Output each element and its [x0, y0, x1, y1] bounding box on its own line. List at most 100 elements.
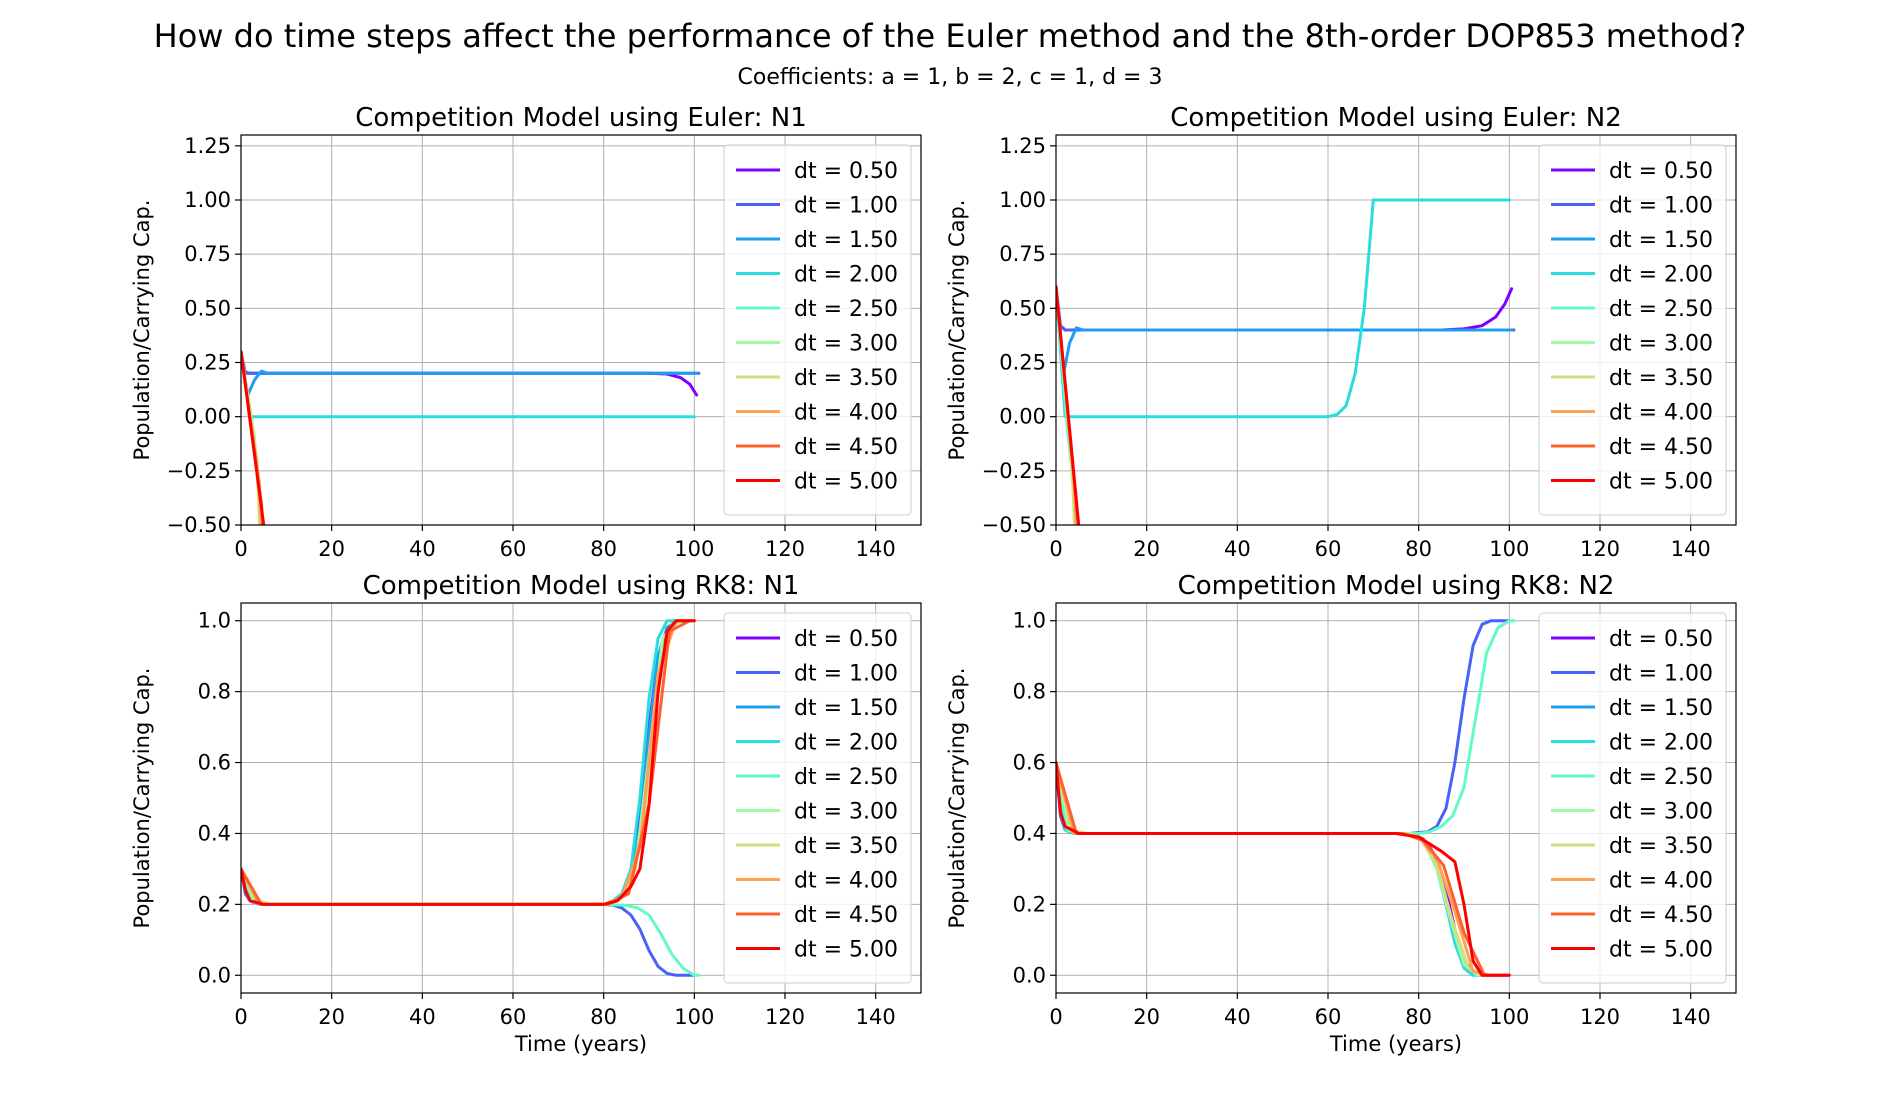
plot-frame — [240, 602, 922, 994]
y-tick-label: 0.8 — [198, 680, 231, 704]
series-line-500 — [1056, 761, 1511, 977]
y-tick-label: 0.75 — [999, 242, 1046, 266]
legend: dt = 0.50 dt = 1.00 dt = 1.50 dt = 2.00 dt =… — [723, 612, 912, 984]
series-lines — [1056, 619, 1516, 977]
legend-label: dt = 4.50 — [1609, 435, 1713, 460]
legend-label: dt = 3.00 — [794, 800, 898, 825]
x-tick-label: 40 — [409, 537, 436, 561]
x-tick-label: 60 — [500, 1005, 527, 1029]
x-tick-label: 60 — [500, 537, 527, 561]
x-tick-label: 0 — [234, 1005, 247, 1029]
x-tick-label: 100 — [1489, 1005, 1529, 1029]
x-tick-label: 80 — [1405, 537, 1432, 561]
subplot-title: Competition Model using Euler: N1 — [355, 103, 807, 133]
legend-label: dt = 1.00 — [794, 194, 898, 219]
legend-label: dt = 5.00 — [794, 470, 898, 495]
legend-label: dt = 2.50 — [794, 765, 898, 790]
y-tick-label: 1.25 — [184, 134, 231, 158]
x-tick-label: 140 — [856, 537, 896, 561]
y-axis-label: Population/Carrying Cap. — [945, 668, 969, 929]
legend-label: dt = 2.50 — [794, 297, 898, 322]
y-tick-label: 0.75 — [184, 242, 231, 266]
x-tick-label: 40 — [409, 1005, 436, 1029]
y-tick-label: 0.00 — [184, 405, 231, 429]
y-tick-label: 0.2 — [1013, 892, 1046, 916]
legend-label: dt = 5.00 — [1609, 470, 1713, 495]
legend: dt = 0.50 dt = 1.00 dt = 1.50 dt = 2.00 dt =… — [1538, 144, 1727, 516]
legend-label: dt = 2.00 — [794, 731, 898, 756]
plot-frame — [240, 134, 922, 526]
x-tick-label: 80 — [1405, 1005, 1432, 1029]
y-tick-label: −0.25 — [982, 459, 1046, 483]
figure-title: How do time steps affect the performance… — [154, 17, 1747, 55]
x-tick-label: 80 — [590, 537, 617, 561]
legend-label: dt = 5.00 — [1609, 938, 1713, 963]
subplot-title: Competition Model using Euler: N2 — [1170, 103, 1622, 133]
subplots: 0 20 40 60 80 100 120 140−0.50−0.250.000.250.50… — [130, 103, 1737, 1056]
subplot-4: 0 20 40 60 80 100 120 140 0.0 0.2 0.4 0.6 0.8 1.0 Comp… — [945, 571, 1737, 1056]
x-tick-label: 100 — [1489, 537, 1529, 561]
x-tick-label: 140 — [856, 1005, 896, 1029]
series-lines — [1056, 198, 1516, 525]
y-tick-label: 1.25 — [999, 134, 1046, 158]
y-axis-label: Population/Carrying Cap. — [130, 668, 154, 929]
legend-label: dt = 3.50 — [1609, 366, 1713, 391]
legend-label: dt = 4.00 — [794, 401, 898, 426]
y-tick-label: 0.00 — [999, 405, 1046, 429]
y-tick-label: 0.8 — [1013, 680, 1046, 704]
legend-label: dt = 4.00 — [1609, 401, 1713, 426]
x-tick-label: 20 — [318, 1005, 345, 1029]
legend-label: dt = 0.50 — [794, 159, 898, 184]
x-tick-label: 100 — [674, 1005, 714, 1029]
legend-label: dt = 1.00 — [1609, 662, 1713, 687]
series-line-200 — [1056, 198, 1511, 419]
legend-label: dt = 4.00 — [1609, 869, 1713, 894]
subplot-3: 0 20 40 60 80 100 120 140 0.0 0.2 0.4 0.6 0.8 1.0 Comp… — [130, 571, 922, 1056]
series-line-500 — [241, 350, 266, 525]
y-tick-label: 0.0 — [1013, 963, 1046, 987]
y-tick-label: 0.25 — [999, 351, 1046, 375]
x-tick-label: 140 — [1671, 537, 1711, 561]
y-tick-label: 0.0 — [198, 963, 231, 987]
legend-label: dt = 2.00 — [794, 263, 898, 288]
series-line-500 — [241, 619, 696, 906]
legend-label: dt = 3.50 — [794, 834, 898, 859]
x-tick-label: 60 — [1315, 1005, 1342, 1029]
y-tick-label: 0.2 — [198, 892, 231, 916]
legend: dt = 0.50 dt = 1.00 dt = 1.50 dt = 2.00 dt =… — [723, 144, 912, 516]
x-tick-label: 0 — [234, 537, 247, 561]
legend: dt = 0.50 dt = 1.00 dt = 1.50 dt = 2.00 dt =… — [1538, 612, 1727, 984]
series-line-500 — [1056, 285, 1081, 525]
legend-label: dt = 0.50 — [1609, 627, 1713, 652]
subplot-1: 0 20 40 60 80 100 120 140 −0.50 −0.25 0.00 0.25 0.50… — [130, 103, 922, 561]
legend-label: dt = 5.00 — [794, 938, 898, 963]
y-tick-label: 1.0 — [1013, 609, 1046, 633]
x-tick-label: 120 — [765, 1005, 805, 1029]
subplot-2: 0 20 40 60 80 100 120 140 −0.50 −0.25 0.00 0.25 0.50… — [945, 103, 1737, 561]
y-tick-label: 1.00 — [999, 188, 1046, 212]
legend-label: dt = 2.50 — [1609, 765, 1713, 790]
legend-label: dt = 1.50 — [794, 696, 898, 721]
x-tick-label: 120 — [1580, 537, 1620, 561]
legend-label: dt = 3.00 — [1609, 800, 1713, 825]
legend-label: dt = 3.00 — [1609, 332, 1713, 357]
y-tick-label: 1.0 — [198, 609, 231, 633]
legend-label: dt = 1.50 — [1609, 228, 1713, 253]
legend-label: dt = 1.00 — [1609, 194, 1713, 219]
legend-label: dt = 2.00 — [1609, 731, 1713, 756]
series-lines — [241, 350, 701, 525]
series-lines — [241, 619, 701, 977]
figure-subtitle: Coefficients: a = 1, b = 2, c = 1, d = 3 — [738, 65, 1163, 90]
x-tick-label: 100 — [674, 537, 714, 561]
x-tick-label: 60 — [1315, 537, 1342, 561]
x-axis-label: Time (years) — [514, 1032, 647, 1056]
x-tick-label: 140 — [1671, 1005, 1711, 1029]
y-tick-label: −0.25 — [167, 459, 231, 483]
legend-label: dt = 0.50 — [1609, 159, 1713, 184]
subplot-title: Competition Model using RK8: N2 — [1178, 571, 1615, 601]
y-tick-label: 0.50 — [184, 296, 231, 320]
x-tick-label: 40 — [1224, 1005, 1251, 1029]
plot-frame — [1055, 602, 1737, 994]
legend-label: dt = 0.50 — [794, 627, 898, 652]
y-tick-label: −0.50 — [982, 513, 1046, 537]
